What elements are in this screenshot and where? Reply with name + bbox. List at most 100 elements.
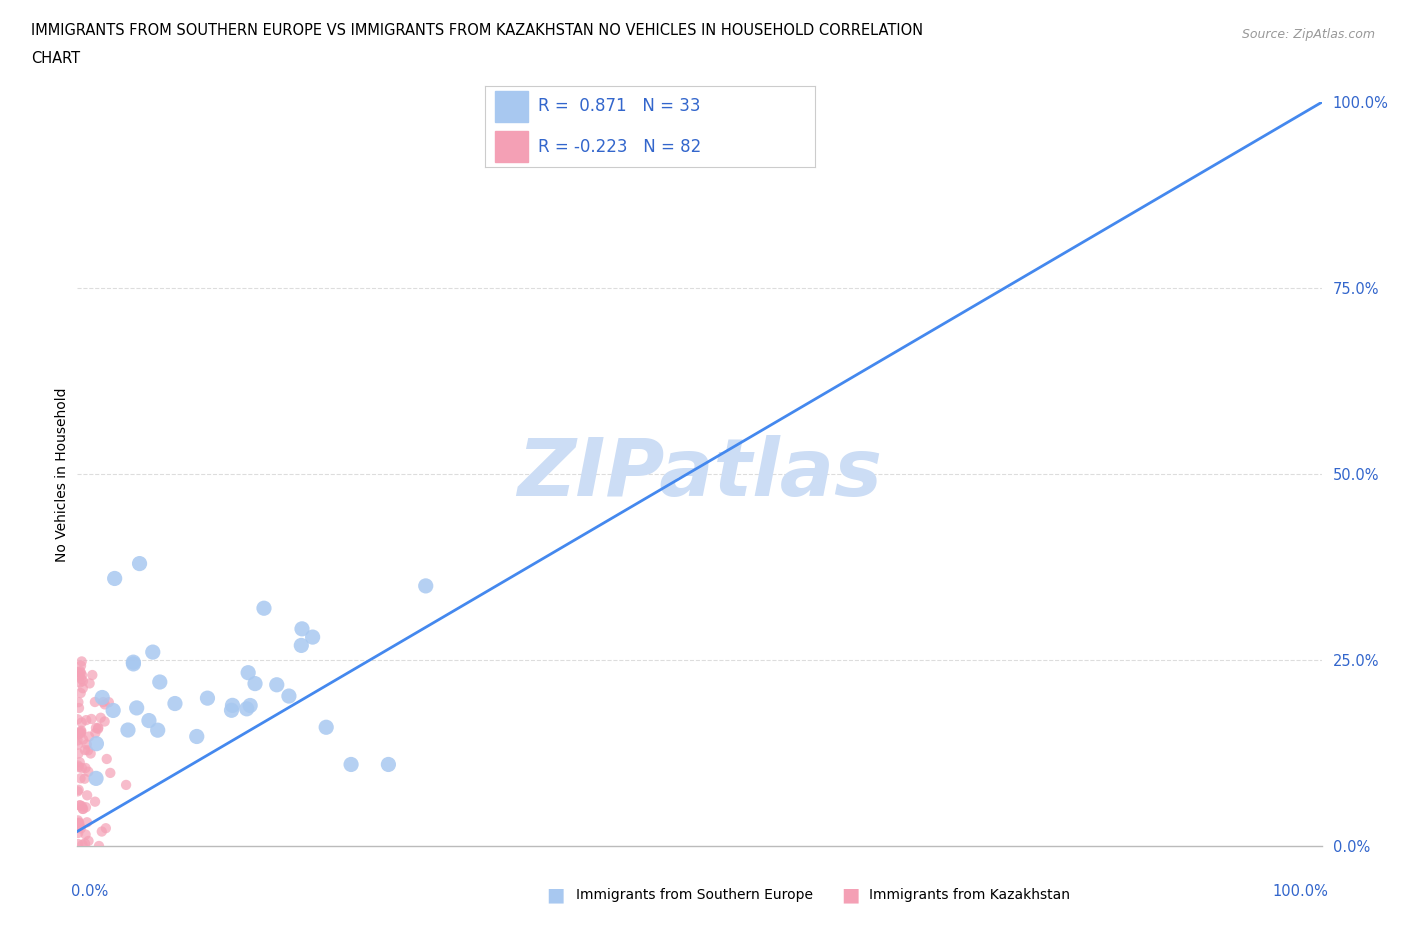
Text: Immigrants from Kazakhstan: Immigrants from Kazakhstan [869,887,1070,902]
Point [128,556,150,571]
Point [340,757,363,772]
Point [84,725,107,740]
Point [69,725,91,740]
Point [67,746,90,761]
Point [253,601,276,616]
Point [70,799,93,814]
Point [91,695,114,710]
Point [72,681,94,696]
Point [67,695,90,710]
Point [377,757,399,772]
Point [69,675,91,690]
Point [93,714,115,729]
Point [125,700,148,715]
Point [291,621,314,636]
Point [82,668,104,683]
Point [76,815,98,830]
Point [70,658,93,673]
Point [115,777,138,792]
Point [197,691,219,706]
Point [84,695,107,710]
Point [76,788,98,803]
Point [80,711,103,726]
Text: 100.0%: 100.0% [1272,884,1327,898]
Point [69,798,91,813]
Point [67,758,90,773]
Point [301,630,323,644]
Point [73,743,96,758]
Point [67,826,90,841]
Text: ■: ■ [546,885,565,904]
Point [98,765,121,780]
Text: ZIPatlas: ZIPatlas [517,435,882,513]
Point [66,784,89,799]
Bar [495,131,529,162]
Point [69,725,91,740]
Point [66,727,89,742]
Point [70,654,93,669]
Point [266,677,288,692]
Point [76,737,98,751]
Point [77,833,100,848]
Point [84,794,107,809]
Point [221,698,243,712]
Point [221,703,243,718]
Point [75,800,97,815]
Point [90,824,112,839]
Point [86,737,108,751]
Point [84,771,107,786]
Point [66,726,89,741]
Point [66,737,89,752]
Point [243,676,266,691]
Point [101,703,124,718]
Text: Source: ZipAtlas.com: Source: ZipAtlas.com [1241,28,1375,41]
Point [66,733,89,748]
Point [90,711,112,725]
Point [142,644,165,659]
Point [72,673,94,688]
Point [146,723,169,737]
Text: R =  0.871   N = 33: R = 0.871 N = 33 [538,98,700,115]
Text: IMMIGRANTS FROM SOUTHERN EUROPE VS IMMIGRANTS FROM KAZAKHSTAN NO VEHICLES IN HOU: IMMIGRANTS FROM SOUTHERN EUROPE VS IMMIG… [31,23,924,38]
Point [415,578,437,593]
Y-axis label: No Vehicles in Household: No Vehicles in Household [55,387,69,562]
Point [69,771,91,786]
Point [70,671,93,686]
Point [67,782,90,797]
Point [66,813,89,828]
Point [69,685,91,700]
Point [70,761,93,776]
Point [91,690,114,705]
Point [87,839,110,854]
Point [69,819,91,834]
Point [87,722,110,737]
Point [97,695,120,710]
Point [72,732,94,747]
Point [73,836,96,851]
Point [77,729,100,744]
Point [96,751,118,766]
Point [239,698,262,713]
Point [75,827,97,842]
Text: R = -0.223   N = 82: R = -0.223 N = 82 [538,138,702,155]
Text: CHART: CHART [31,51,80,66]
Point [67,815,90,830]
Point [67,816,90,830]
Bar [495,91,529,122]
Point [75,761,97,776]
Point [75,712,97,727]
Point [67,760,90,775]
Point [69,668,91,683]
Point [87,720,110,735]
Point [315,720,337,735]
Point [69,666,91,681]
Text: ■: ■ [841,885,860,904]
Point [70,668,93,683]
Point [77,743,100,758]
Point [138,713,160,728]
Point [66,665,89,680]
Point [104,571,127,586]
Point [290,638,312,653]
Point [186,729,208,744]
Point [235,701,257,716]
